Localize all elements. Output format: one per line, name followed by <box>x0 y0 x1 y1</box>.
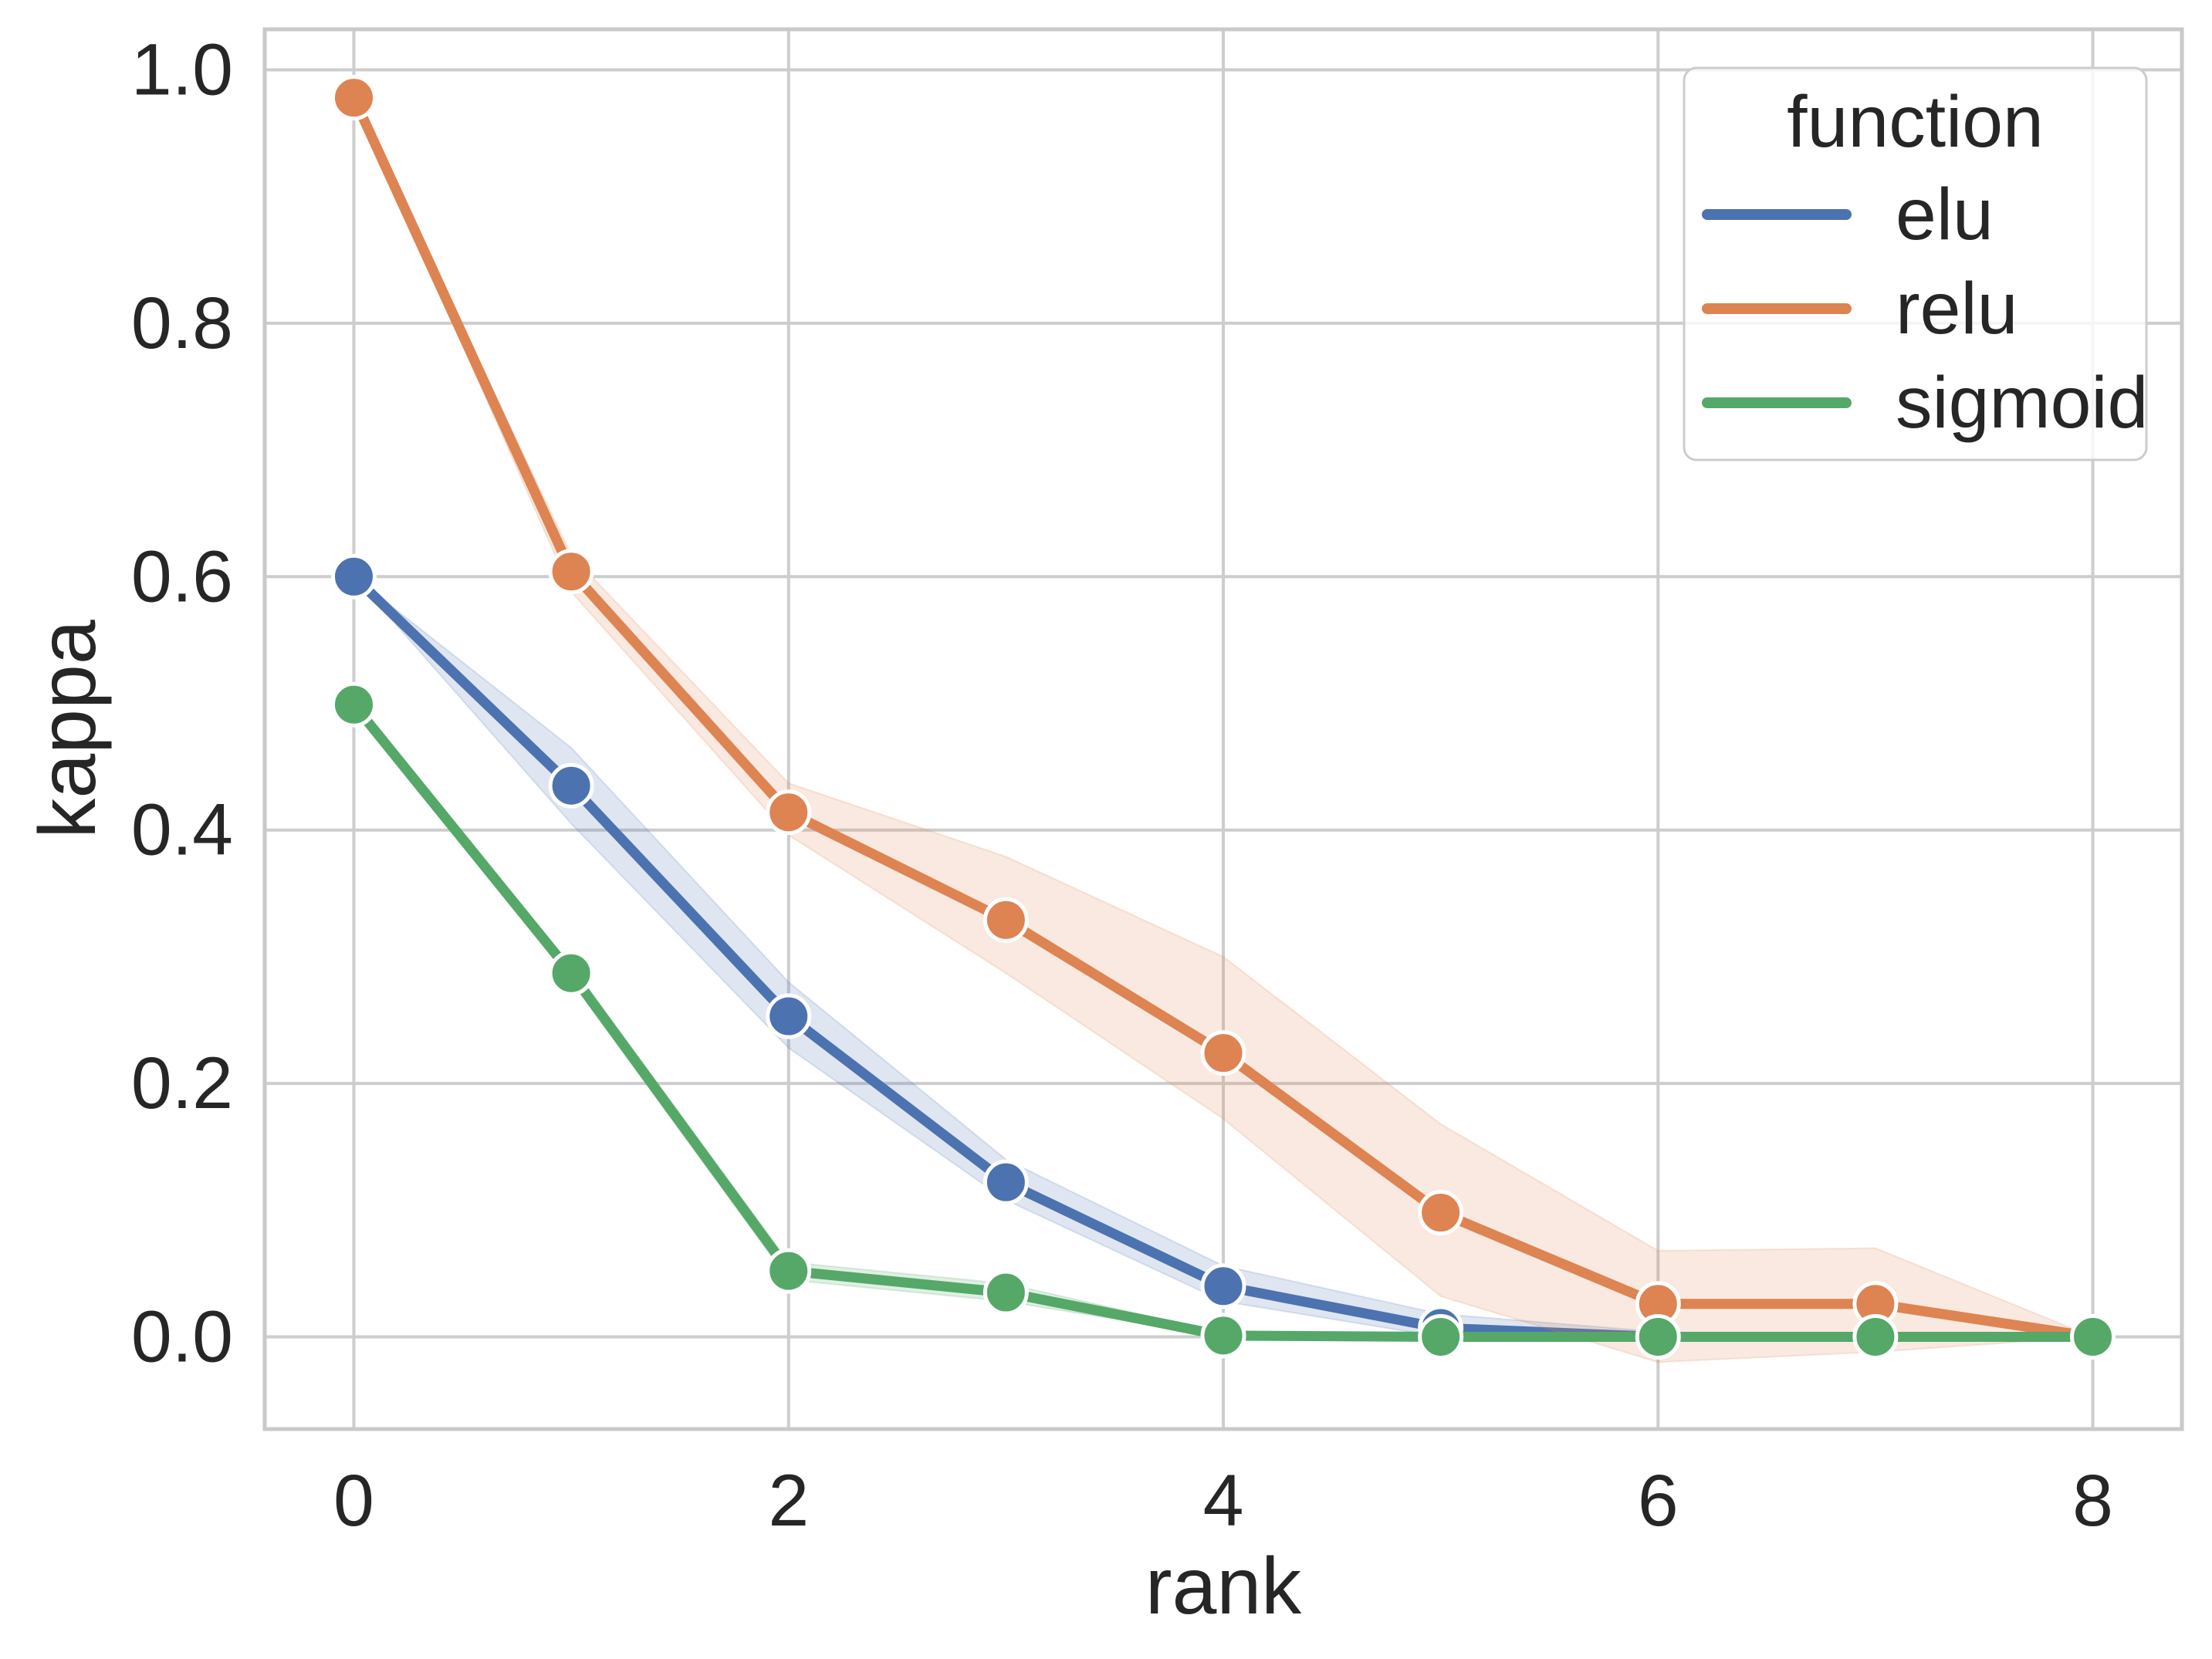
marker-relu-rank-3 <box>983 897 1029 943</box>
y-axis-label: kappa <box>23 620 113 839</box>
marker-sigmoid-rank-2 <box>766 1248 812 1294</box>
axes-frame <box>262 27 2184 1431</box>
marker-elu-rank-4 <box>1200 1263 1246 1309</box>
marker-sigmoid-rank-0 <box>330 681 377 728</box>
legend-label-elu: elu <box>1896 174 1994 255</box>
y-tick-label-0.6: 0.6 <box>131 536 233 617</box>
legend-box <box>1683 66 2148 461</box>
marker-sigmoid-rank-4 <box>1200 1313 1246 1359</box>
legend-entry-relu: relu <box>1702 268 2018 350</box>
marker-sigmoid-rank-3 <box>983 1269 1029 1316</box>
marker-elu-rank-2 <box>766 993 812 1039</box>
legend: function elu relu sigmoid <box>1683 66 2148 461</box>
y-tick-label-0.4: 0.4 <box>131 789 233 871</box>
x-axis-label: rank <box>1145 1542 1302 1631</box>
legend-title: function <box>1787 81 2044 163</box>
x-tick-label-8: 8 <box>2072 1460 2113 1542</box>
marker-elu-rank-1 <box>548 762 594 809</box>
x-tick-label-6: 6 <box>1638 1460 1679 1542</box>
marker-relu-rank-2 <box>766 789 812 836</box>
legend-label-relu: relu <box>1896 268 2018 350</box>
x-tick-label-0: 0 <box>333 1460 374 1542</box>
marker-sigmoid-rank-1 <box>548 950 594 996</box>
marker-elu-rank-3 <box>983 1159 1029 1205</box>
marker-sigmoid-rank-6 <box>1635 1313 1681 1360</box>
ci-band-elu <box>353 576 2093 1338</box>
tick-labels: 0 2 4 6 8 0.0 0.2 0.4 0.6 0.8 1.0 <box>131 29 2113 1542</box>
marker-relu-rank-4 <box>1200 1030 1246 1076</box>
y-tick-label-0.0: 0.0 <box>131 1296 233 1377</box>
marker-sigmoid-rank-8 <box>2070 1313 2116 1360</box>
marker-relu-rank-1 <box>548 549 594 595</box>
x-tick-label-2: 2 <box>768 1460 809 1542</box>
marker-elu-rank-0 <box>330 553 377 600</box>
legend-entry-sigmoid: sigmoid <box>1702 362 2148 444</box>
y-tick-label-0.8: 0.8 <box>131 282 233 364</box>
legend-entry-elu: elu <box>1702 174 1994 255</box>
marker-sigmoid-rank-5 <box>1418 1313 1464 1360</box>
x-tick-label-4: 4 <box>1203 1460 1244 1542</box>
marker-sigmoid-rank-7 <box>1852 1313 1899 1360</box>
marker-relu-rank-5 <box>1418 1190 1464 1236</box>
series-sigmoid <box>330 681 2116 1360</box>
y-tick-label-1.0: 1.0 <box>131 29 233 111</box>
ci-band-sigmoid <box>353 704 2093 1338</box>
marker-relu-rank-0 <box>330 75 377 121</box>
legend-label-sigmoid: sigmoid <box>1896 362 2148 444</box>
y-tick-label-0.2: 0.2 <box>131 1042 233 1124</box>
